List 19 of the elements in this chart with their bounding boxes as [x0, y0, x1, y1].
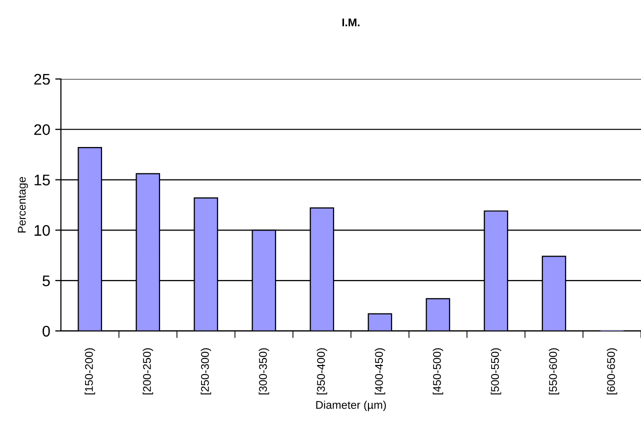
x-tick-label: [400-450) — [374, 348, 386, 394]
x-tick-label: [200-250) — [142, 348, 154, 394]
y-tick-label: 10 — [34, 225, 50, 236]
x-tick-label: [250-300) — [200, 348, 212, 394]
y-tick-label: 20 — [34, 124, 50, 136]
chart-title: I.M. — [342, 18, 360, 26]
y-tick-label: 0 — [42, 326, 50, 337]
x-axis-title: Diameter (µm) — [316, 400, 386, 412]
x-tick-label: [450-500) — [432, 348, 444, 394]
y-axis-title: Percentage — [18, 177, 28, 232]
x-tick-label: [150-200) — [84, 348, 96, 394]
y-tick-label: 15 — [34, 174, 50, 186]
x-tick-label: [500-550) — [490, 348, 502, 394]
y-tick-label: 25 — [34, 74, 50, 85]
y-tick-label: 5 — [42, 276, 50, 286]
x-tick-label: [600-650) — [606, 348, 618, 394]
x-tick-label: [550-600) — [548, 348, 560, 394]
x-tick-label: [300-350) — [258, 348, 270, 394]
x-tick-label: [350-400) — [316, 348, 328, 394]
